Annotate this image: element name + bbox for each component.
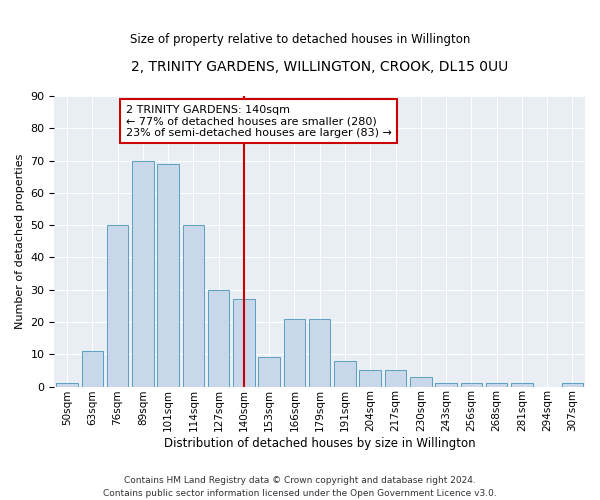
Bar [359,370,381,386]
Bar [511,384,533,386]
Bar [461,384,482,386]
Bar [233,300,254,386]
Bar [208,290,229,386]
Bar [334,360,356,386]
Bar [182,225,204,386]
Bar [309,318,331,386]
Bar [56,384,78,386]
Text: 2 TRINITY GARDENS: 140sqm
← 77% of detached houses are smaller (280)
23% of semi: 2 TRINITY GARDENS: 140sqm ← 77% of detac… [126,104,392,138]
Bar [435,384,457,386]
Bar [562,384,583,386]
Bar [284,318,305,386]
Bar [410,377,431,386]
Bar [157,164,179,386]
Bar [107,225,128,386]
Text: Contains HM Land Registry data © Crown copyright and database right 2024.
Contai: Contains HM Land Registry data © Crown c… [103,476,497,498]
Text: Size of property relative to detached houses in Willington: Size of property relative to detached ho… [130,32,470,46]
Bar [82,351,103,386]
Bar [486,384,508,386]
Bar [259,358,280,386]
Bar [132,160,154,386]
Bar [385,370,406,386]
Title: 2, TRINITY GARDENS, WILLINGTON, CROOK, DL15 0UU: 2, TRINITY GARDENS, WILLINGTON, CROOK, D… [131,60,508,74]
X-axis label: Distribution of detached houses by size in Willington: Distribution of detached houses by size … [164,437,476,450]
Y-axis label: Number of detached properties: Number of detached properties [15,154,25,329]
